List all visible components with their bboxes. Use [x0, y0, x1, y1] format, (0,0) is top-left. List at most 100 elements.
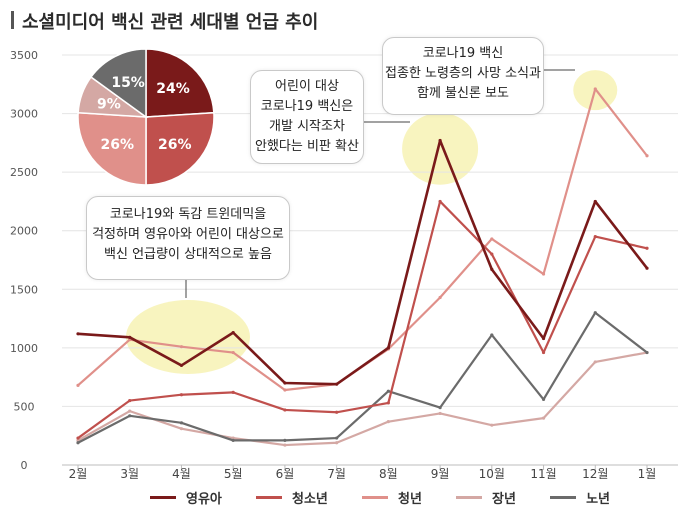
y-tick-label: 3000 — [10, 108, 38, 121]
callout-children-vaccine: 어린이 대상 코로나19 백신은 개발 시작조차 안했다는 비판 확산 — [250, 70, 364, 164]
data-point — [541, 397, 546, 401]
legend-label: 노년 — [586, 492, 610, 507]
data-point — [541, 336, 546, 341]
legend: 영유아 청소년 청년 장년 노년 — [150, 488, 610, 507]
title-accent-bar — [11, 11, 14, 29]
data-point — [283, 408, 287, 412]
legend-label: 청년 — [398, 492, 422, 507]
data-point — [128, 335, 132, 339]
pie-slice-영유아 — [145, 48, 215, 118]
legend-item: 노년 — [550, 488, 610, 507]
data-point — [438, 199, 442, 204]
data-point — [335, 382, 339, 386]
x-tick-label: 6월 — [276, 467, 295, 481]
x-tick-label: 9월 — [431, 467, 450, 481]
chart-title: 소셜미디어 백신 관련 세대별 언급 추이 — [22, 12, 319, 33]
data-point — [231, 350, 235, 355]
pie-slice-청년 — [77, 111, 147, 186]
x-tick-label: 10월 — [479, 467, 505, 481]
data-point — [645, 246, 649, 250]
data-point — [645, 266, 649, 270]
data-point — [438, 411, 442, 416]
x-tick-label: 11월 — [530, 467, 556, 481]
data-point — [593, 234, 597, 239]
x-tick-label: 3월 — [120, 467, 139, 481]
data-point — [490, 252, 494, 256]
y-tick-label: 500 — [14, 400, 35, 413]
y-tick-label: 0 — [21, 459, 28, 472]
legend-item: 영유아 — [150, 488, 222, 507]
callout-elderly-deaths: 코로나19 백신 접종한 노령층의 사망 소식과 함께 불신론 보도 — [382, 37, 544, 115]
x-tick-label: 4월 — [172, 467, 191, 481]
series-line-영유아 — [77, 139, 649, 386]
data-point — [283, 443, 287, 447]
x-tick-label: 1월 — [638, 467, 657, 481]
data-point — [76, 383, 80, 387]
x-tick-label: 12월 — [582, 467, 608, 481]
data-point — [541, 272, 546, 276]
data-point — [490, 237, 494, 241]
legend-item: 장년 — [456, 488, 516, 507]
y-tick-label: 2500 — [10, 166, 38, 179]
legend-label: 영유아 — [186, 492, 222, 507]
data-point — [179, 345, 184, 349]
legend-swatch — [362, 496, 388, 499]
data-point — [645, 350, 649, 355]
pie-label: 9% — [97, 97, 121, 113]
data-point — [76, 332, 80, 336]
data-point — [283, 388, 287, 392]
data-point — [128, 414, 132, 418]
series-line-청소년 — [77, 200, 648, 439]
x-tick-label: 7월 — [327, 467, 346, 481]
data-point — [593, 87, 597, 91]
data-point — [231, 331, 235, 335]
data-point — [179, 421, 184, 425]
legend-swatch — [150, 496, 176, 499]
legend-item: 청년 — [362, 488, 422, 507]
highlight-ellipse — [402, 112, 479, 185]
data-point — [438, 406, 442, 410]
data-point — [179, 427, 184, 431]
legend-swatch — [550, 496, 577, 499]
data-point — [490, 267, 494, 271]
data-point — [335, 441, 339, 445]
pie-label: 26% — [158, 137, 192, 153]
data-point — [231, 390, 235, 394]
y-tick-label: 1500 — [10, 283, 38, 296]
data-point — [386, 420, 390, 424]
data-point — [283, 381, 287, 385]
data-point — [490, 423, 494, 427]
highlight-ellipse — [126, 300, 250, 374]
x-tick-label: 2월 — [69, 467, 88, 481]
pie-label: 15% — [111, 75, 145, 91]
data-point — [128, 398, 132, 403]
pie-slice-노년 — [89, 48, 147, 119]
legend-item: 청소년 — [256, 488, 328, 507]
x-tick-label: 5월 — [224, 467, 243, 481]
data-point — [386, 401, 390, 405]
pie-slice-청소년 — [145, 111, 215, 186]
data-point — [541, 416, 546, 420]
data-point — [438, 138, 442, 143]
data-point — [645, 154, 649, 158]
data-point — [76, 436, 80, 440]
data-point — [386, 389, 390, 393]
x-tick-label: 8월 — [379, 467, 398, 481]
pie-label: 24% — [156, 81, 190, 97]
y-tick-label: 2000 — [10, 225, 38, 238]
legend-swatch — [256, 496, 282, 499]
data-point — [490, 333, 494, 337]
data-point — [128, 409, 132, 413]
data-point — [231, 438, 235, 442]
data-point — [335, 410, 339, 414]
y-tick-label: 1000 — [10, 342, 38, 355]
data-point — [179, 393, 184, 397]
data-point — [593, 199, 597, 204]
series-line-노년 — [77, 311, 648, 444]
data-point — [283, 438, 287, 442]
series-line-장년 — [77, 351, 648, 447]
data-point — [593, 360, 597, 364]
callout-twindemic: 코로나19와 독감 트윈데믹을 걱정하며 영유아와 어린이 대상으로 백신 언급… — [86, 196, 290, 280]
data-point — [438, 295, 442, 300]
